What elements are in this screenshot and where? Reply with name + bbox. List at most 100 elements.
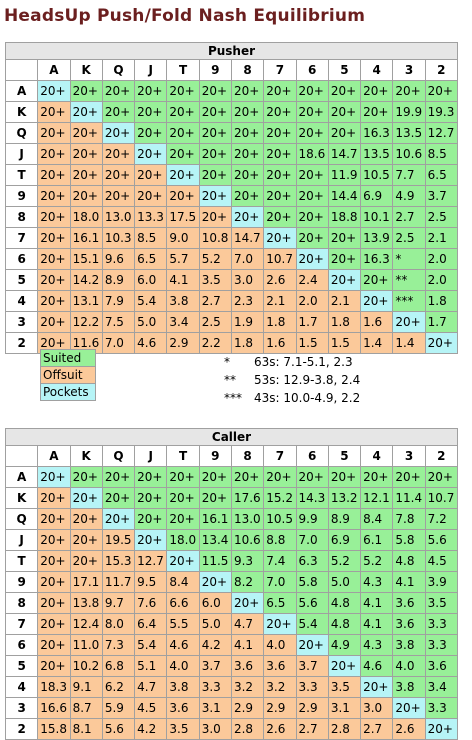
offsuit-cell: 6.4: [134, 613, 168, 635]
offsuit-cell: 14.2: [69, 269, 103, 291]
table-row: J 20+ 20+ 19.5 20+ 18.0 13.4 10.6 8.8 7.0 6.9 6.1 5.…: [4, 529, 459, 551]
offsuit-cell: 20+: [37, 290, 71, 312]
suited-cell: 3.9: [424, 571, 459, 593]
suited-cell: 20+: [263, 206, 297, 228]
offsuit-cell: 2.9: [166, 332, 200, 354]
suited-cell: 6.9: [360, 185, 394, 207]
offsuit-cell: 20+: [101, 143, 136, 165]
column-header: 3: [392, 445, 426, 467]
offsuit-cell: 3.5: [198, 269, 232, 291]
offsuit-cell: 20+: [37, 487, 71, 509]
offsuit-cell: 8.7: [69, 697, 103, 719]
suited-cell: 20+: [198, 487, 232, 509]
suited-cell: 18.6: [295, 143, 329, 165]
suited-cell: 3.3: [424, 613, 459, 635]
pocket-cell: 20+: [424, 332, 459, 354]
suited-cell: 20+: [263, 143, 297, 165]
offsuit-cell: 1.9: [230, 311, 265, 333]
offsuit-cell: 20+: [37, 101, 71, 123]
offsuit-cell: 13.0: [101, 206, 136, 228]
offsuit-cell: 7.6: [134, 592, 168, 614]
offsuit-cell: 2.6: [392, 718, 426, 740]
legend-pockets: Pockets: [40, 383, 96, 401]
row-header: 9: [4, 185, 39, 207]
suited-cell: 20+: [134, 101, 168, 123]
offsuit-cell: 20+: [37, 571, 71, 593]
offsuit-cell: 13.1: [69, 290, 103, 312]
table-row: 3 16.6 8.7 5.9 4.5 3.6 3.1 2.9 2.9 2.9 3.1 3.0 20+ 3.…: [4, 697, 459, 719]
suited-cell: 20+: [392, 466, 426, 488]
offsuit-cell: 9.0: [166, 227, 200, 249]
offsuit-cell: 12.7: [134, 550, 168, 572]
offsuit-cell: 4.6: [134, 332, 168, 354]
column-header: 7: [263, 59, 297, 81]
row-header: 2: [4, 718, 39, 740]
offsuit-cell: 3.7: [295, 655, 329, 677]
row-header: T: [4, 550, 39, 572]
suited-cell: 2.7: [392, 206, 426, 228]
table-row: A 20+ 20+ 20+ 20+ 20+ 20+ 20+ 20+ 20+ 20+ 20+ 20+ 20+: [4, 466, 459, 488]
offsuit-cell: 20+: [198, 206, 232, 228]
column-header: A: [37, 445, 71, 467]
suited-cell: 4.0: [392, 655, 426, 677]
table-row: 9 20+ 20+ 20+ 20+ 20+ 20+ 20+ 20+ 20+ 14.4 6.9 4.9 3.…: [4, 185, 459, 207]
table-row: 4 20+ 13.1 7.9 5.4 3.8 2.7 2.3 2.1 2.0 2.1 20+ *** 1.…: [4, 290, 459, 312]
offsuit-cell: 2.9: [295, 697, 329, 719]
offsuit-cell: 6.6: [166, 592, 200, 614]
offsuit-cell: 13.3: [134, 206, 168, 228]
offsuit-cell: 1.8: [327, 311, 362, 333]
suited-cell: 20+: [230, 466, 265, 488]
column-header: 6: [295, 59, 329, 81]
column-header: 6: [295, 445, 329, 467]
suited-cell: 19.9: [392, 101, 426, 123]
offsuit-cell: 7.5: [101, 311, 136, 333]
suited-cell: 6.5: [263, 592, 297, 614]
offsuit-cell: 20+: [37, 164, 71, 186]
suited-cell: 3.5: [424, 592, 459, 614]
offsuit-cell: 13.8: [69, 592, 103, 614]
suited-cell: 13.2: [327, 487, 362, 509]
offsuit-cell: 16.6: [37, 697, 71, 719]
suited-cell: 20+: [295, 227, 329, 249]
suited-cell: 3.6: [424, 655, 459, 677]
suited-cell: 6.5: [424, 164, 459, 186]
suited-cell: 20+: [295, 206, 329, 228]
column-header: J: [134, 445, 168, 467]
offsuit-cell: 11.7: [101, 571, 136, 593]
suited-cell: 2.0: [424, 248, 459, 270]
suited-cell: 20+: [263, 466, 297, 488]
row-header: 6: [4, 248, 39, 270]
suited-cell: 13.4: [198, 529, 232, 551]
row-header: 9: [4, 571, 39, 593]
suited-cell: 8.2: [230, 571, 265, 593]
offsuit-cell: 2.1: [263, 290, 297, 312]
suited-cell: 19.3: [424, 101, 459, 123]
suited-cell: 20+: [198, 80, 232, 102]
footnotes: * 63s: 7.1-5.1, 2.3 ** 53s: 12.9-3.8, 2.4 …: [224, 353, 360, 407]
offsuit-cell: 4.1: [230, 634, 265, 656]
column-header: 2: [424, 59, 459, 81]
offsuit-cell: 6.0: [198, 592, 232, 614]
suited-cell: 10.6: [230, 529, 265, 551]
offsuit-cell: 9.7: [101, 592, 136, 614]
suited-cell: 8.4: [360, 508, 394, 530]
offsuit-cell: 20+: [37, 332, 71, 354]
offsuit-cell: 6.2: [101, 676, 136, 698]
suited-cell: 3.6: [392, 592, 426, 614]
suited-cell: 14.4: [327, 185, 362, 207]
offsuit-cell: 18.3: [37, 676, 71, 698]
suited-cell: 20+: [263, 185, 297, 207]
suited-cell: 10.5: [360, 164, 394, 186]
pocket-cell: 20+: [360, 290, 394, 312]
offsuit-cell: 1.5: [327, 332, 362, 354]
offsuit-cell: 20+: [134, 185, 168, 207]
row-header: 7: [4, 613, 39, 635]
suited-cell: 12.7: [424, 122, 459, 144]
table-row: K 20+ 20+ 20+ 20+ 20+ 20+ 17.6 15.2 14.3 13.2 12.1 1…: [4, 487, 459, 509]
offsuit-cell: 8.9: [101, 269, 136, 291]
offsuit-cell: 5.5: [166, 613, 200, 635]
suited-cell: 13.5: [392, 122, 426, 144]
suited-cell: 20+: [134, 122, 168, 144]
pocket-cell: 20+: [392, 311, 426, 333]
offsuit-cell: 5.0: [198, 613, 232, 635]
